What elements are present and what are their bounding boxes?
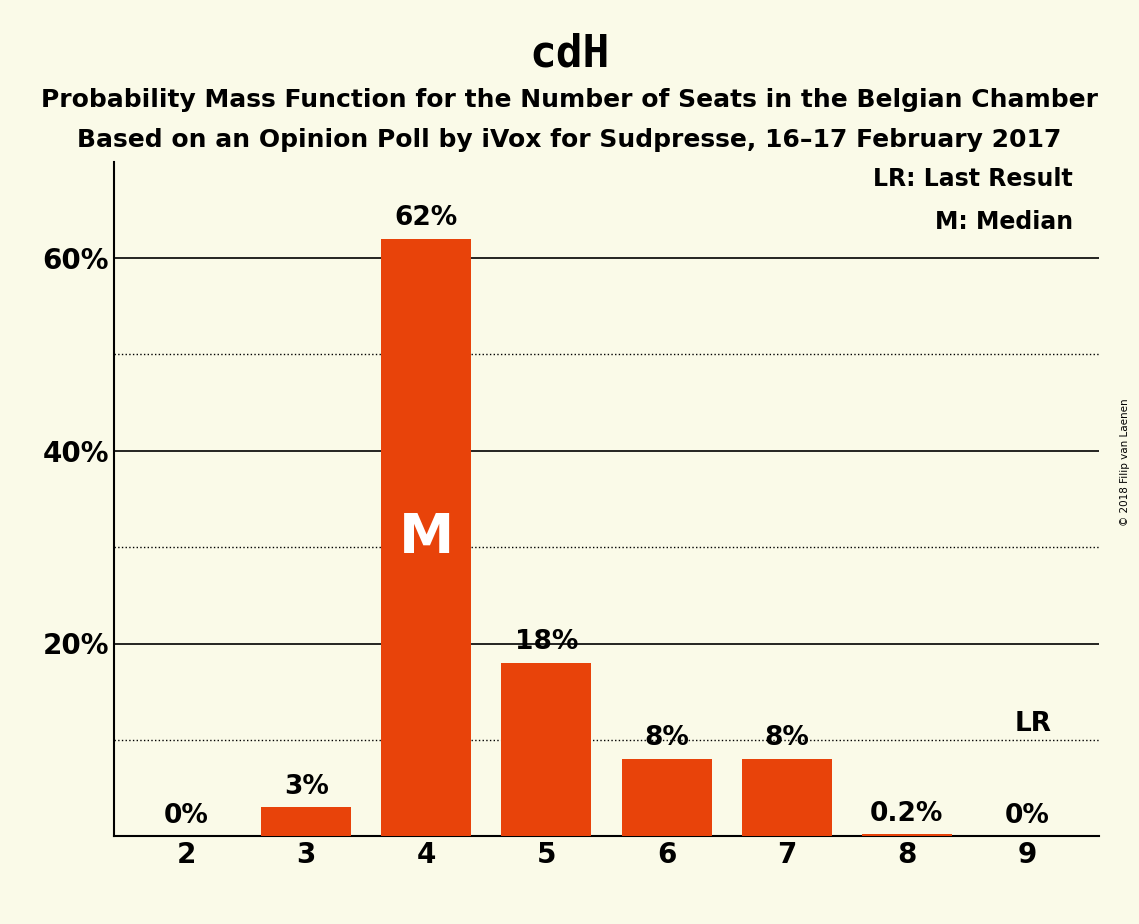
- Text: 0%: 0%: [164, 803, 208, 829]
- Text: LR: LR: [1015, 711, 1051, 737]
- Text: cdH: cdH: [530, 32, 609, 76]
- Text: M: M: [399, 510, 454, 565]
- Bar: [741, 760, 831, 836]
- Text: 8%: 8%: [645, 725, 689, 751]
- Text: 8%: 8%: [764, 725, 809, 751]
- Bar: [622, 760, 712, 836]
- Bar: [382, 238, 472, 836]
- Bar: [501, 663, 591, 836]
- Text: Based on an Opinion Poll by iVox for Sudpresse, 16–17 February 2017: Based on an Opinion Poll by iVox for Sud…: [77, 128, 1062, 152]
- Text: LR: Last Result: LR: Last Result: [872, 166, 1073, 190]
- Text: 18%: 18%: [515, 629, 579, 655]
- Text: 0.2%: 0.2%: [870, 800, 943, 827]
- Text: © 2018 Filip van Laenen: © 2018 Filip van Laenen: [1121, 398, 1130, 526]
- Text: M: Median: M: Median: [935, 210, 1073, 234]
- Bar: [862, 834, 952, 836]
- Text: 0%: 0%: [1005, 803, 1049, 829]
- Text: Probability Mass Function for the Number of Seats in the Belgian Chamber: Probability Mass Function for the Number…: [41, 88, 1098, 112]
- Text: 62%: 62%: [395, 205, 458, 231]
- Text: 3%: 3%: [284, 773, 328, 799]
- Bar: [261, 808, 351, 836]
